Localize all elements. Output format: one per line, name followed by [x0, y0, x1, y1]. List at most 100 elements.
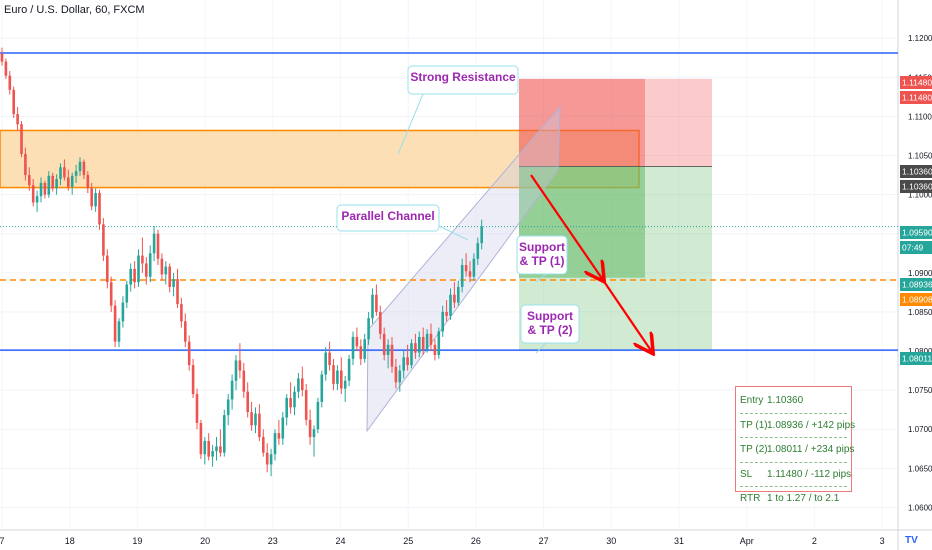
stats-value: 1 to 1.27 / to 2.1: [767, 493, 840, 505]
price-badge: [900, 180, 932, 193]
candle-body: [480, 226, 483, 244]
x-tick-label: 26: [471, 536, 481, 546]
candle-body: [125, 284, 129, 303]
candle-body: [445, 311, 448, 316]
stats-key: SL: [740, 468, 753, 480]
candle-body: [457, 286, 460, 303]
price-badge: [900, 226, 932, 239]
candle-body: [199, 422, 203, 455]
x-tick-label: 20: [200, 536, 210, 546]
candle-body: [137, 255, 140, 283]
short-arrow-tp1: [530, 174, 603, 280]
candle-body: [145, 263, 148, 277]
candle-body: [336, 370, 339, 384]
candle-body: [262, 437, 265, 453]
candle-body: [51, 175, 54, 189]
candle-body: [363, 339, 366, 359]
candle-body: [28, 175, 31, 186]
x-tick-label: 18: [65, 536, 75, 546]
tp-zone-extension: [645, 166, 712, 351]
candle-body: [90, 188, 93, 207]
y-tick-label: 1.12000: [908, 34, 932, 43]
candle-body: [207, 440, 210, 457]
candle-body: [176, 279, 179, 305]
candle-body: [31, 185, 35, 203]
candle-body: [429, 333, 433, 345]
candle-body: [164, 266, 168, 275]
strong-resistance-label-box: [407, 65, 519, 95]
candle-body: [394, 366, 398, 383]
candle-body: [324, 352, 327, 375]
y-tick-label: 1.06000: [908, 503, 932, 512]
candle-body: [43, 182, 47, 195]
stats-key: TP (1): [740, 419, 768, 431]
candle-body: [421, 336, 425, 350]
candle-body: [98, 193, 101, 225]
price-badge-text: 1.11480: [902, 78, 932, 88]
x-tick-label: 27: [539, 536, 549, 546]
price-badge: [900, 352, 932, 365]
candle-body: [184, 321, 187, 342]
x-tick-label: 30: [606, 536, 616, 546]
support-tp1-label-pointer: [535, 273, 547, 283]
candle-body: [340, 370, 343, 389]
candle-body: [418, 336, 421, 353]
candle-body: [301, 378, 304, 391]
stats-row-tp1: TP (1) 1.08936 / +142 pips: [740, 414, 855, 438]
x-tick-label: 2: [812, 536, 817, 546]
stop-loss-zone: [519, 78, 645, 167]
stats-row-rtr: RTR 1 to 1.27 / to 2.1: [740, 487, 847, 511]
candle-body: [0, 53, 4, 62]
price-badge-text: 1.08908: [902, 295, 932, 305]
stats-value: 1.11480 / -112 pips: [767, 468, 852, 480]
candle-body: [121, 302, 125, 322]
candle-body: [203, 440, 207, 455]
candle-body: [70, 175, 74, 187]
candle-body: [47, 175, 51, 195]
candle-body: [437, 331, 441, 355]
candle-body: [382, 333, 386, 355]
candle-body: [468, 271, 472, 277]
candle-body: [215, 446, 218, 452]
price-badge-text: 1.08011: [902, 354, 932, 364]
x-tick-label: 19: [132, 536, 142, 546]
candle-body: [269, 454, 273, 465]
candle-body: [223, 415, 226, 453]
candle-body: [351, 336, 355, 359]
candle-body: [78, 161, 82, 172]
candle-body: [390, 344, 394, 367]
support-tp1-label-text: Support: [519, 240, 565, 254]
stats-key: TP (2): [740, 444, 768, 456]
parallel-channel-label-pointer: [438, 225, 469, 241]
support-tp2-label-text: & TP (2): [527, 323, 572, 337]
candle-body: [148, 253, 152, 277]
candle-body: [312, 429, 316, 438]
x-tick-label: 25: [403, 536, 413, 546]
y-tick-label: 1.07000: [908, 425, 932, 434]
candle-body: [375, 294, 378, 312]
candle-body: [402, 357, 405, 371]
price-badge-text: 1.10360: [902, 167, 932, 177]
candle-body: [152, 233, 156, 254]
candle-body: [316, 401, 320, 430]
y-tick-label: 1.09000: [908, 269, 932, 278]
candle-body: [425, 333, 429, 350]
parallel-channel-label-text: Parallel Channel: [341, 209, 434, 223]
x-tick-label: Apr: [740, 536, 754, 546]
stats-key: Entry: [740, 395, 764, 407]
candle-body: [191, 365, 195, 395]
candle-body: [113, 305, 117, 342]
candle-body: [35, 196, 39, 203]
short-arrow-tp2: [602, 279, 652, 352]
price-badge: [900, 76, 932, 89]
x-tick-label: 24: [335, 536, 345, 546]
strong-resistance-label-text: Strong Resistance: [410, 70, 516, 84]
candle-body: [20, 124, 23, 154]
price-badge-text: 1.10360: [902, 182, 932, 192]
tradingview-logo: TV: [905, 535, 918, 546]
candle-body: [359, 346, 363, 359]
candle-body: [74, 171, 78, 176]
candle-body: [406, 357, 409, 366]
